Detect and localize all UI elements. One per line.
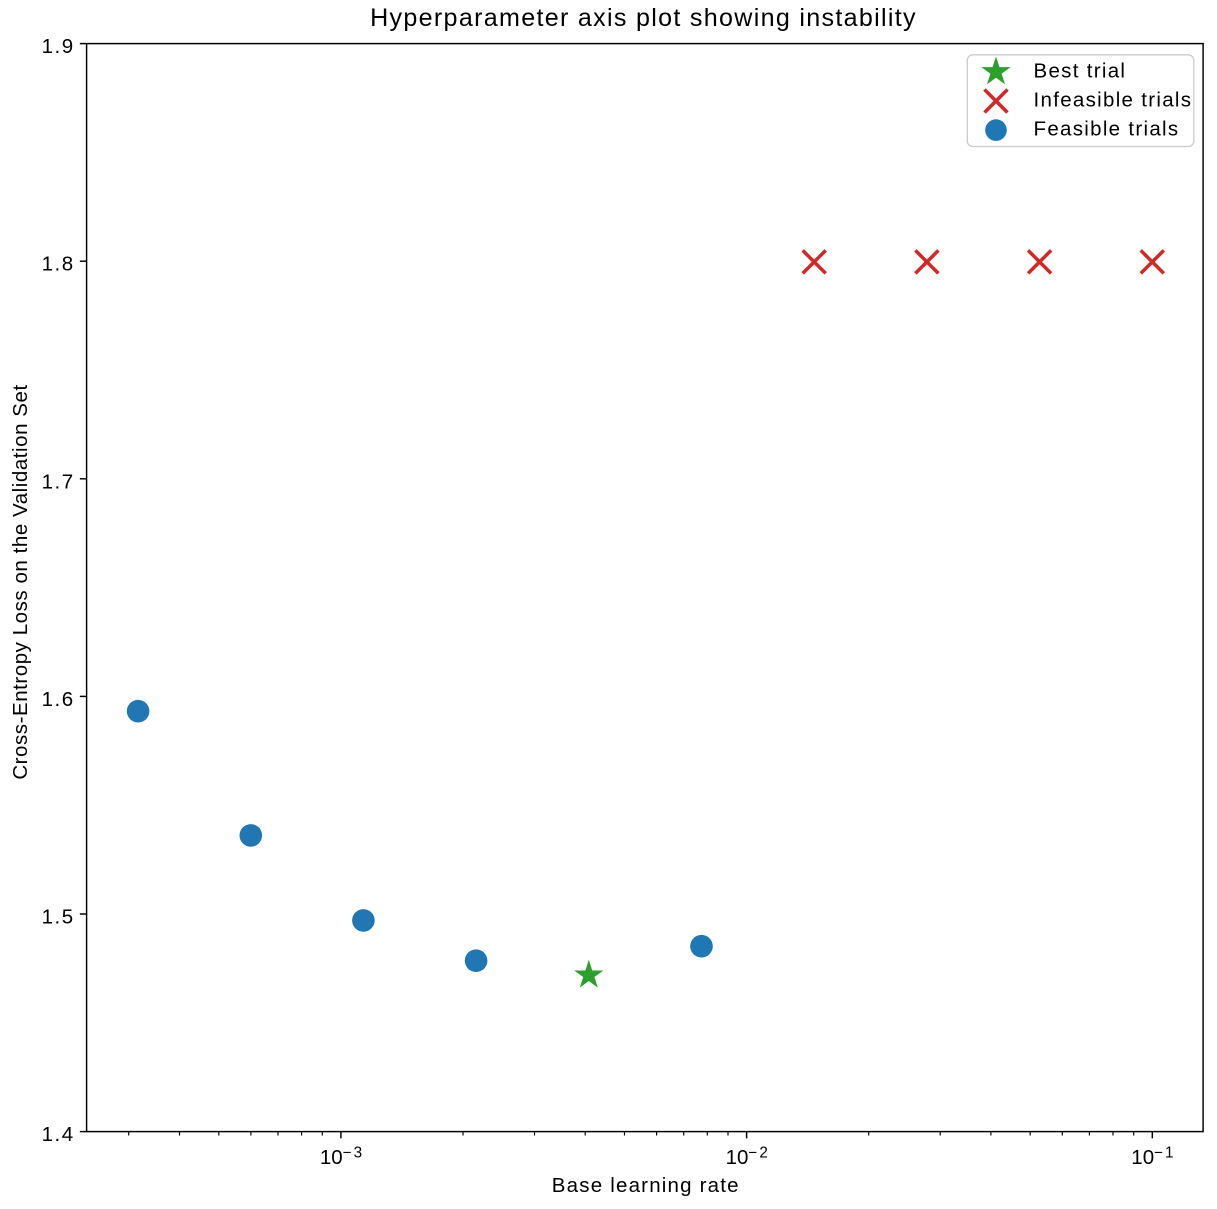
svg-text:Hyperparameter axis plot showi: Hyperparameter axis plot showing instabi… xyxy=(370,4,917,32)
svg-text:1.8: 1.8 xyxy=(42,253,75,276)
svg-text:Infeasible trials: Infeasible trials xyxy=(1034,88,1193,111)
svg-text:Base learning rate: Base learning rate xyxy=(552,1174,740,1197)
svg-text:Cross-Entropy Loss on the Vali: Cross-Entropy Loss on the Validation Set xyxy=(9,384,32,779)
svg-text:1.6: 1.6 xyxy=(42,688,75,711)
svg-text:Best trial: Best trial xyxy=(1034,59,1127,82)
svg-text:1.9: 1.9 xyxy=(42,35,75,58)
svg-text:1.5: 1.5 xyxy=(42,906,75,929)
svg-text:Feasible trials: Feasible trials xyxy=(1034,118,1180,141)
svg-text:10−3: 10−3 xyxy=(320,1145,364,1169)
svg-text:1.7: 1.7 xyxy=(42,470,75,493)
svg-text:1.4: 1.4 xyxy=(42,1123,75,1146)
